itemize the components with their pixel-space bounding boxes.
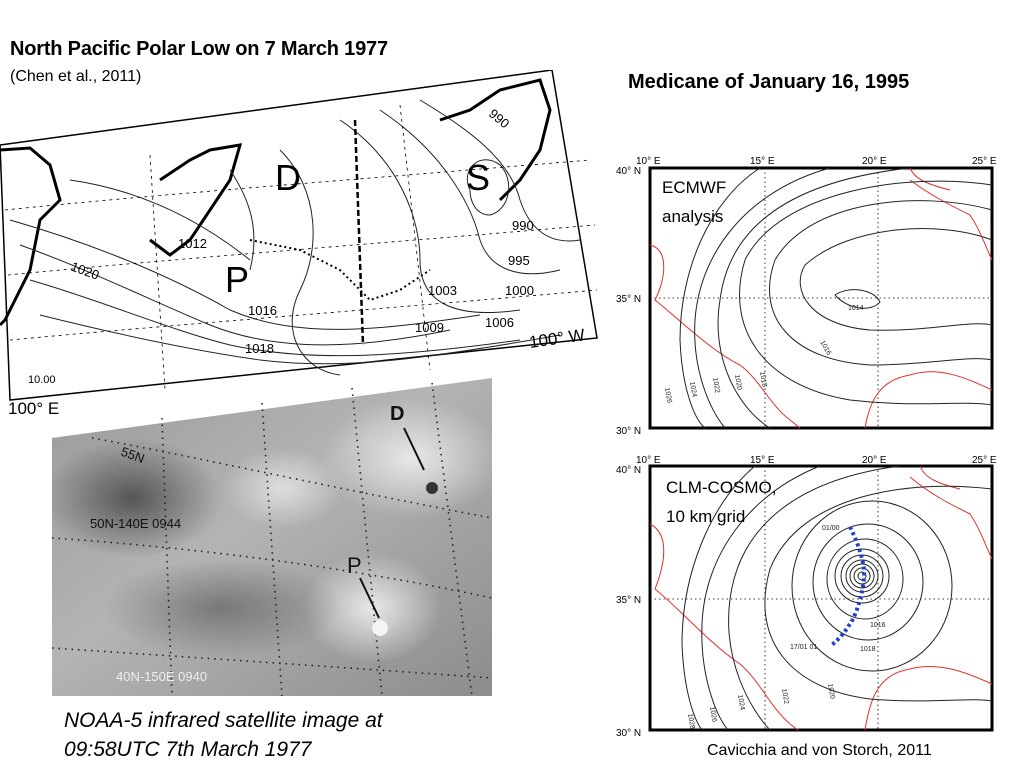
polar-low-citation: (Chen et al., 2011)	[10, 68, 142, 85]
clm-cosmo-isobars	[681, 465, 993, 731]
satellite-pointer-d	[403, 427, 425, 471]
isobar-label: 1028	[686, 713, 696, 730]
lon-label: 10° E	[636, 455, 661, 466]
ecmwf-label-line-1: ECMWF	[662, 178, 726, 197]
satellite-grid-label: 50N-140E 0944	[90, 516, 181, 531]
lat-label: 40° N	[616, 166, 641, 177]
lon-label: 20° E	[862, 156, 887, 167]
cyclone-track	[828, 526, 867, 648]
asia-coastline	[0, 146, 62, 327]
satellite-grid-label: 40N-150E 0940	[116, 669, 207, 684]
satellite-vortex-p	[372, 620, 388, 636]
map-marker-p: P	[225, 259, 249, 300]
isobar-label: 1022	[780, 688, 790, 705]
isobar-label: 1012	[178, 236, 207, 251]
isobar-label: 995	[508, 253, 530, 268]
satellite-marker-p: P	[347, 553, 362, 578]
isobar-label: 1006	[485, 315, 514, 330]
aleutian-islands	[249, 239, 431, 302]
lat-label: 30° N	[616, 426, 641, 437]
map-graticule	[4, 104, 598, 391]
isobar-label: 1020	[733, 374, 743, 391]
alaska-coastline	[439, 78, 552, 202]
map-marker-d: D	[275, 157, 301, 198]
isobar-label: 1016	[870, 622, 886, 629]
lat-label: 35° N	[616, 294, 641, 305]
isobar-label: 1020	[826, 683, 836, 700]
isobars	[9, 99, 581, 376]
satellite-grid	[52, 382, 492, 696]
medicane-title: Medicane of January 16, 1995	[628, 71, 910, 93]
clm-cosmo-frame	[648, 464, 994, 732]
isobar-label: 1000	[505, 283, 534, 298]
lon-label: 15° E	[750, 156, 775, 167]
map-corner-100e: 100° E	[8, 399, 59, 418]
map-isobar-labels: 990 990 995 1000 1003 1006 1009 1012 101…	[28, 106, 534, 386]
isobar-label: 1003	[428, 283, 457, 298]
lon-label: 25° E	[972, 455, 997, 466]
satellite-marker-d: D	[390, 403, 404, 425]
isobar-label: 1024	[688, 381, 698, 398]
lon-label: 25° E	[972, 156, 997, 167]
clm-cosmo-panel: 10° E 15° E 20° E 25° E 40° N 35° N 30° …	[616, 455, 997, 739]
clm-cosmo-isobar-labels: 1016 1018 1020 1022 1024 1026 1028 01/00…	[686, 525, 886, 730]
lat-label: 30° N	[616, 728, 641, 739]
satellite-cloud-region	[222, 448, 342, 528]
isobar-label: 1022	[711, 377, 721, 394]
noaa5-satellite-image: 55N 50N-140E 0944 40N-150E 0940 D P	[52, 378, 492, 696]
date-line	[353, 119, 365, 346]
clm-cosmo-label-line-2: 10 km grid	[666, 507, 745, 526]
satellite-dark-region	[102, 558, 342, 658]
satellite-cloud-region	[322, 398, 492, 518]
polar-low-title: North Pacific Polar Low on 7 March 1977	[10, 38, 388, 60]
kamchatka-coastline	[149, 143, 243, 257]
ecmwf-panel: 10° E 15° E 20° E 25° E 40° N 35° N 30° …	[616, 156, 997, 437]
isobar-label: 1026	[708, 706, 718, 723]
lon-label: 20° E	[862, 455, 887, 466]
ecmwf-graticule	[650, 168, 992, 428]
medicane-credit: Cavicchia and von Storch, 2011	[707, 742, 932, 759]
lon-label: 10° E	[636, 156, 661, 167]
satellite-pointer-p	[359, 577, 380, 619]
ecmwf-label-line-2: analysis	[662, 207, 723, 226]
satellite-dark-region	[52, 438, 222, 558]
satellite-caption-line-2: 09:58UTC 7th March 1977	[64, 738, 312, 761]
isobar-label: 1018	[245, 341, 274, 356]
map-marker-s: S	[466, 157, 490, 198]
isobar-label: 1018	[860, 646, 876, 653]
clm-cosmo-coastlines	[649, 465, 993, 731]
lat-label: 35° N	[616, 595, 641, 606]
lon-label: 15° E	[750, 455, 775, 466]
satellite-vortex-d	[426, 482, 438, 494]
isobar-label: 1018	[758, 371, 768, 388]
isobar-label: 990	[512, 218, 534, 233]
satellite-caption: NOAA-5 infrared satellite image at 09:58…	[64, 706, 383, 764]
isobar-label: 1026	[663, 387, 673, 404]
isobar-label: 1009	[415, 320, 444, 335]
track-label-end: 17/01 01	[790, 644, 817, 651]
isobar-label: 1014	[848, 305, 864, 312]
lat-label: 40° N	[616, 465, 641, 476]
track-label-start: 01/00	[822, 525, 840, 532]
isobar-label: 1024	[736, 694, 746, 711]
satellite-caption-line-1: NOAA-5 infrared satellite image at	[64, 709, 383, 732]
polar-low-synoptic-map: D S P 990 990 995 1000 1003 1006 1009 10…	[0, 70, 598, 418]
ecmwf-isobars	[679, 167, 993, 429]
isobar-label: 10.00	[28, 374, 56, 386]
isobar-label: 1016	[248, 303, 277, 318]
clm-cosmo-label-line-1: CLM-COSMO,	[666, 478, 777, 497]
